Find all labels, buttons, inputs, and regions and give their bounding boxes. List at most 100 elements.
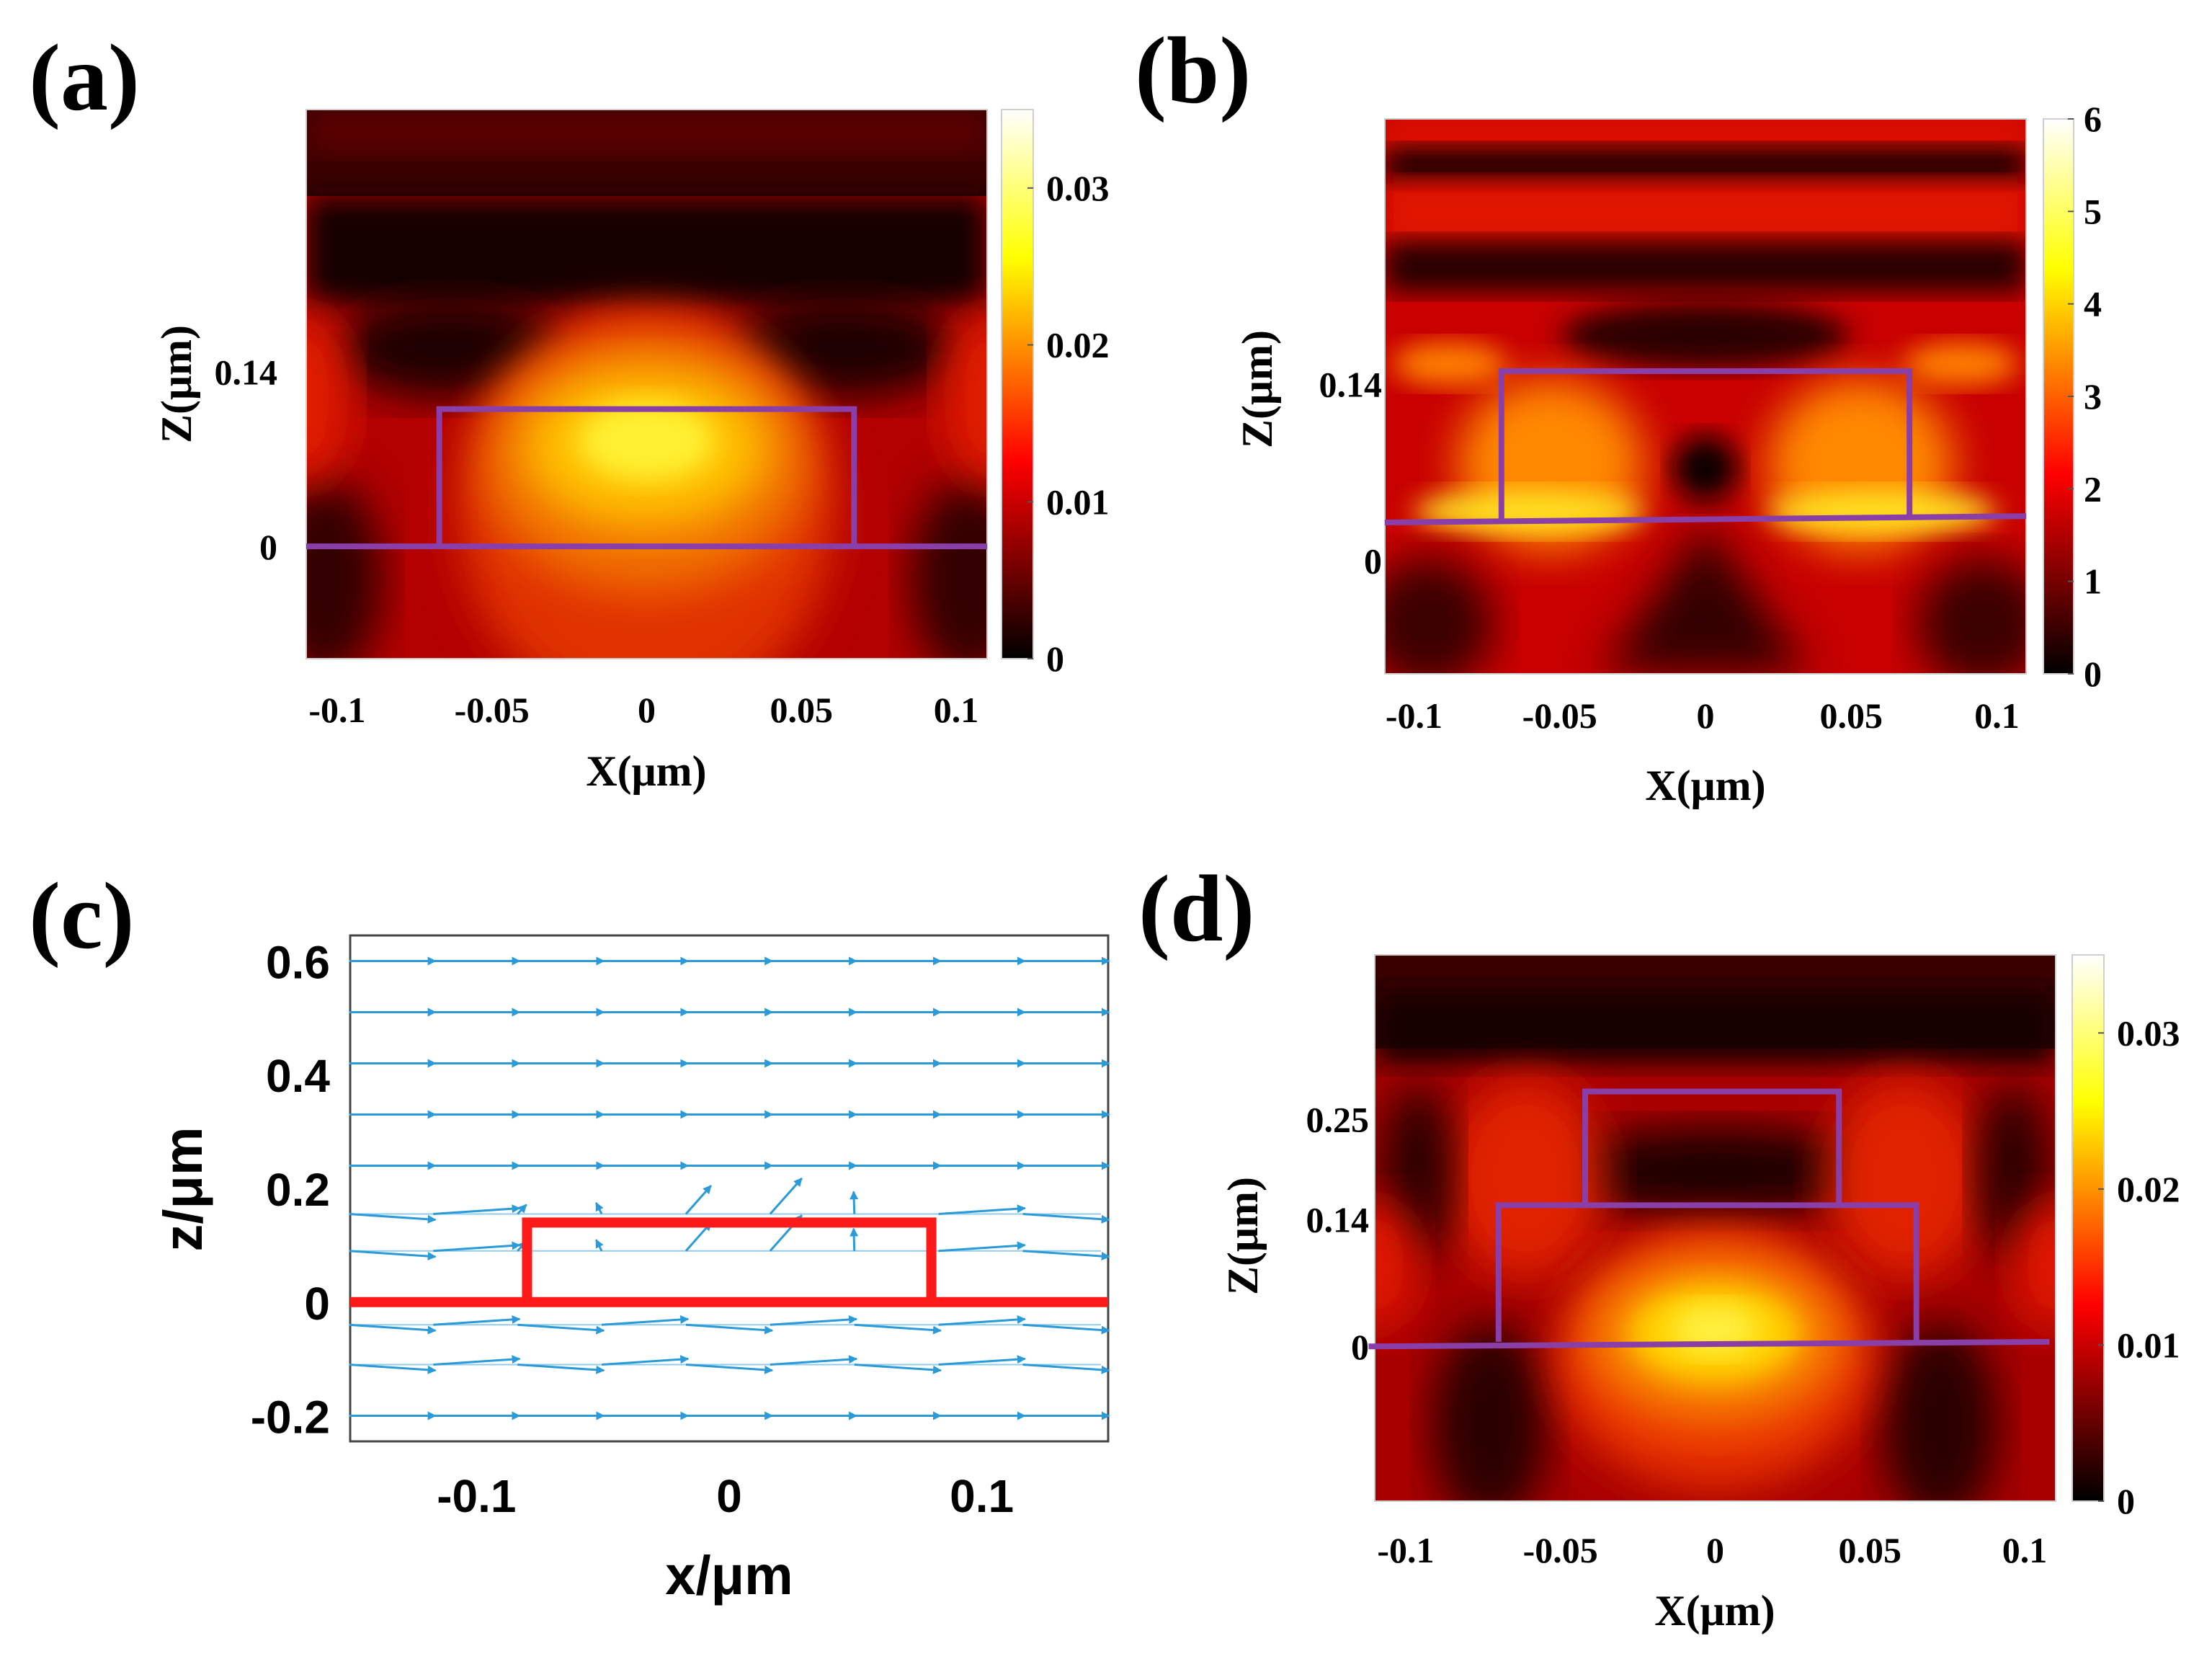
y-tick-label: 0.4	[266, 1050, 330, 1102]
y-tick-label: 0	[259, 527, 277, 567]
plot-frame	[1374, 954, 2056, 1502]
field-arrow	[938, 1315, 1026, 1326]
field-arrow	[938, 1241, 1026, 1253]
x-tick-labels: -0.1 -0.05 0 0.05 0.1	[308, 690, 978, 730]
heatmap-plot	[1385, 119, 2026, 674]
y-tick-label: 0.25	[1306, 1099, 1370, 1139]
heatmap-plot	[306, 110, 987, 659]
panel-a: (a) 00.010.020.03 -0.1 -0.05 0 0.05 0.1 00.1…	[29, 25, 1110, 795]
colorbar-gradient	[2071, 954, 2105, 1502]
field-arrow	[1022, 1212, 1110, 1224]
x-tick-label: -0.1	[1386, 695, 1442, 736]
field-arrow	[684, 1185, 712, 1215]
y-tick-label: 0	[304, 1278, 330, 1330]
x-axis-label: x/μm	[665, 1545, 793, 1606]
plot-frame	[306, 109, 988, 659]
overlay-outlines	[350, 1217, 1108, 1307]
y-tick-labels: -0.2 0 0.2 0.4 0.6	[251, 936, 331, 1443]
x-tick-label: 0.05	[1820, 695, 1883, 736]
x-tick-label: 0.1	[2002, 1530, 2048, 1570]
x-tick-label: 0.05	[770, 690, 834, 730]
field-arrow	[854, 1364, 942, 1374]
x-tick-label: 0	[1706, 1530, 1724, 1570]
panel-label: (c)	[29, 863, 135, 969]
colorbar-tick-label: 3	[2084, 376, 2102, 417]
field-arrow	[517, 1364, 605, 1374]
field-arrow	[769, 1177, 803, 1215]
field-arrow	[433, 1315, 521, 1326]
colorbar-tick-label: 6	[2084, 99, 2102, 139]
y-tick-label: 0	[1364, 541, 1382, 582]
colorbar-ticks: 0 0.01 0.02 0.03	[2098, 1013, 2180, 1521]
colorbar: 0 0.01 0.02 0.03	[2071, 954, 2180, 1521]
x-tick-label: -0.05	[1523, 1530, 1598, 1570]
y-tick-label: 0.2	[266, 1164, 330, 1216]
field-arrow	[433, 1204, 521, 1215]
x-tick-label: 0.1	[1974, 695, 2020, 736]
y-axis-label: Z(μm)	[1234, 330, 1281, 448]
y-tick-label: 0.14	[1319, 365, 1383, 405]
colorbar-tick-label: 0.01	[2117, 1325, 2180, 1365]
x-tick-label: -0.05	[455, 690, 530, 730]
colorbar-tick-label: 0.02	[2117, 1169, 2180, 1209]
overlay-outlines	[1368, 1088, 2050, 1350]
field-arrow	[770, 1355, 858, 1366]
x-tick-label: -0.1	[1377, 1530, 1434, 1570]
panel-label: (b)	[1135, 17, 1251, 123]
field-arrow	[517, 1323, 605, 1335]
quiver-arrows	[349, 956, 1110, 1420]
x-tick-label: 0	[1697, 695, 1715, 736]
field-arrow	[349, 1364, 437, 1374]
field-arrow	[685, 1323, 774, 1335]
x-axis-label: X(μm)	[586, 747, 706, 795]
x-tick-label: -0.1	[437, 1470, 516, 1522]
heatmap-plot	[1375, 955, 2056, 1501]
x-axis-label: X(μm)	[1645, 762, 1765, 809]
field-arrow	[1022, 1250, 1110, 1261]
x-tick-label: 0	[638, 690, 656, 730]
x-tick-label: -0.05	[1522, 695, 1597, 736]
field-arrow	[602, 1355, 690, 1366]
field-arrow	[517, 1204, 527, 1215]
upper-waveguide-outline	[1582, 1088, 1842, 1206]
waveguide-outline	[436, 406, 857, 547]
colorbar-tick-label: 0	[2084, 654, 2102, 694]
field-arrow	[849, 1227, 859, 1251]
field-arrow	[594, 1201, 604, 1215]
colorbar-gradient	[1001, 109, 1034, 659]
panel-d: (d) 0 0.01 0.02 0.03 -0.1 -0.05 0 0.05 0.1 0	[1138, 855, 2180, 1634]
colorbar-tick-label: 0.03	[2117, 1013, 2180, 1053]
colorbar-ticks: 0 1 2 3 4 5 6	[2068, 99, 2102, 694]
y-axis-label: z/μm	[153, 1126, 214, 1251]
overlay-outlines	[1384, 368, 2027, 525]
x-tick-labels: -0.1 0 0.1	[437, 1470, 1014, 1522]
y-axis-label: Z(μm)	[153, 325, 200, 443]
colorbar: 0 0.01 0.02 0.03	[1001, 109, 1110, 679]
field-arrow	[938, 1355, 1026, 1366]
x-tick-labels: -0.1 -0.05 0 0.05 0.1	[1377, 1530, 2047, 1570]
x-tick-label: 0.1	[950, 1470, 1014, 1522]
colorbar: 0 1 2 3 4 5 6	[2043, 99, 2102, 694]
x-tick-label: 0	[716, 1470, 742, 1522]
field-arrow	[349, 1212, 437, 1224]
y-tick-label: 0.14	[215, 352, 278, 393]
field-arrow	[770, 1315, 858, 1326]
y-tick-label: 0.14	[1306, 1199, 1370, 1240]
field-arrow	[349, 1323, 437, 1335]
x-tick-label: 0.1	[934, 690, 979, 730]
colorbar-tick-label: 0.02	[1046, 325, 1110, 365]
x-tick-labels: -0.1 -0.05 0 0.05 0.1	[1386, 695, 2020, 736]
field-arrow	[594, 1239, 604, 1252]
y-tick-label: 0.6	[266, 936, 330, 988]
field-arrow	[349, 1250, 437, 1261]
plot-area	[349, 934, 1110, 1443]
colorbar-tick-label: 0	[2117, 1481, 2135, 1521]
lower-waveguide-outline	[1495, 1202, 1919, 1342]
colorbar-tick-label: 0.03	[1046, 168, 1110, 208]
colorbar-tick-label: 5	[2084, 191, 2102, 231]
colorbar-tick-label: 4	[2084, 284, 2102, 324]
panel-label: (a)	[29, 25, 140, 130]
field-arrow	[433, 1241, 521, 1253]
field-arrow	[854, 1323, 942, 1335]
